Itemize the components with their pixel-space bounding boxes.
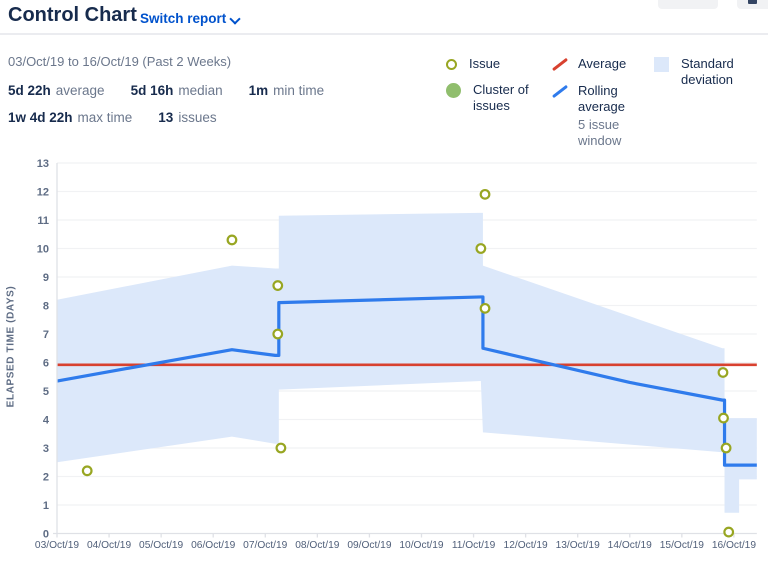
switch-report-label: Switch report <box>140 11 227 26</box>
y-tick-label: 5 <box>43 386 49 398</box>
y-tick-label: 12 <box>37 186 49 198</box>
y-tick-label: 0 <box>43 528 49 540</box>
issue-point[interactable] <box>275 442 287 454</box>
x-tick-label: 07/Oct/19 <box>243 540 288 551</box>
issue-point[interactable] <box>479 302 491 314</box>
issue-point[interactable] <box>226 234 238 246</box>
x-tick-label: 15/Oct/19 <box>660 540 705 551</box>
issue-point[interactable] <box>723 526 735 538</box>
stat-min-time: 1m min time <box>248 83 325 98</box>
legend-issue: Issue <box>446 56 542 72</box>
x-tick-label: 04/Oct/19 <box>87 540 132 551</box>
x-tick-label: 14/Oct/19 <box>608 540 653 551</box>
y-tick-label: 4 <box>43 414 50 426</box>
stats-row-1: 5d 22h average 5d 16h median 1m min time <box>8 83 324 98</box>
legend-average: Average <box>550 56 650 73</box>
legend-cluster: Cluster of issues <box>446 82 542 114</box>
x-tick-label: 06/Oct/19 <box>191 540 236 551</box>
x-tick-label: 03/Oct/19 <box>35 540 80 551</box>
x-tick-label: 09/Oct/19 <box>347 540 392 551</box>
stat-average: 5d 22h average <box>8 83 105 98</box>
stat-max-time: 1w 4d 22h max time <box>8 110 133 125</box>
page-title: Control Chart <box>8 4 137 26</box>
switch-report-button[interactable]: Switch report <box>140 11 239 26</box>
issue-point[interactable] <box>720 442 732 454</box>
x-tick-label: 08/Oct/19 <box>295 540 340 551</box>
cluster-dot-icon <box>446 83 461 98</box>
rolling-window-note: 5 issue window <box>578 117 622 148</box>
issue-point[interactable] <box>272 280 284 291</box>
std-deviation-band <box>57 212 757 513</box>
y-tick-label: 8 <box>43 300 49 312</box>
y-tick-label: 3 <box>43 443 49 455</box>
rolling-average-line <box>56 295 757 467</box>
y-tick-label: 7 <box>43 329 49 341</box>
y-tick-label: 1 <box>43 500 49 512</box>
issue-point[interactable] <box>718 412 729 424</box>
std-deviation-swatch-icon <box>654 57 669 72</box>
stat-median: 5d 16h median <box>130 83 223 98</box>
summary-block: 03/Oct/19 to 16/Oct/19 (Past 2 Weeks) 5d… <box>8 54 324 137</box>
x-tick-label: 16/Oct/19 <box>712 540 757 551</box>
y-axis-title: ELAPSED TIME (DAYS) <box>5 285 17 408</box>
x-tick-label: 12/Oct/19 <box>504 540 549 551</box>
issue-point[interactable] <box>81 465 93 477</box>
stats-row-2: 1w 4d 22h max time 13 issues <box>8 110 324 125</box>
x-tick-label: 13/Oct/19 <box>556 540 601 551</box>
issue-point[interactable] <box>717 367 729 378</box>
issue-point[interactable] <box>479 188 491 200</box>
y-tick-label: 6 <box>43 357 49 369</box>
issue-point[interactable] <box>272 328 284 340</box>
report-header: Control Chart Switch report <box>0 0 768 35</box>
x-tick-label: 11/Oct/19 <box>452 540 496 551</box>
date-range: 03/Oct/19 to 16/Oct/19 (Past 2 Weeks) <box>8 54 232 69</box>
y-tick-label: 9 <box>43 272 49 284</box>
issue-ring-icon <box>446 59 457 70</box>
legend-std-deviation: Standard deviation <box>654 56 764 88</box>
issue-point[interactable] <box>475 243 487 254</box>
export-icon <box>748 0 757 4</box>
x-tick-label: 10/Oct/19 <box>399 540 444 551</box>
y-tick-label: 2 <box>43 471 49 483</box>
x-tick-label: 05/Oct/19 <box>139 540 184 551</box>
stat-issues: 13 issues <box>158 110 217 125</box>
header-divider <box>0 33 768 35</box>
legend-rolling-average: Rolling average 5 issue window <box>550 83 650 149</box>
y-tick-label: 10 <box>37 243 49 255</box>
toolbar-export-button[interactable] <box>737 0 768 9</box>
toolbar-more-button[interactable] <box>658 0 718 9</box>
y-tick-label: 11 <box>37 215 49 227</box>
y-tick-label: 13 <box>37 158 49 170</box>
